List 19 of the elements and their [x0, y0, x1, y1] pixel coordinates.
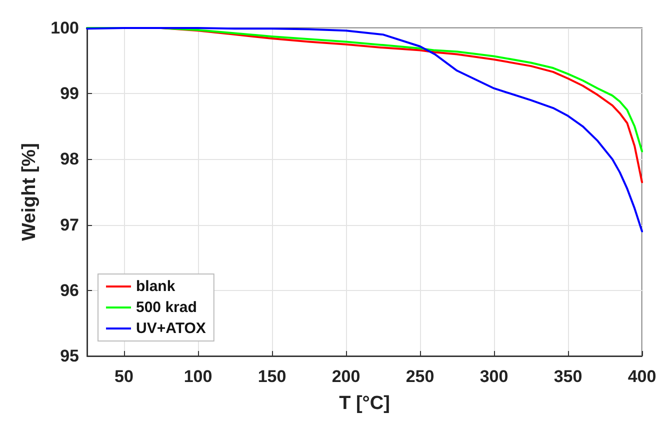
x-tick-label: 50: [114, 367, 134, 386]
y-tick-label: 97: [60, 215, 79, 234]
y-tick-label: 98: [60, 150, 79, 169]
y-tick-label: 95: [60, 346, 79, 366]
legend-label: blank: [136, 278, 176, 295]
legend-label: 500 krad: [136, 299, 197, 316]
y-tick-label: 96: [60, 280, 79, 300]
y-axis-title: Weight [%]: [19, 143, 40, 241]
x-tick-label: 200: [332, 367, 360, 386]
x-axis-title: T [°C]: [339, 393, 390, 414]
x-tick-label: 100: [184, 367, 212, 386]
legend-label: UV+ATOX: [136, 320, 206, 337]
x-tick-label: 400: [628, 367, 656, 386]
x-tick-label: 350: [554, 367, 582, 386]
y-tick-label: 100: [50, 18, 79, 38]
x-tick-label: 250: [406, 367, 434, 386]
x-tick-label: 300: [480, 367, 508, 386]
x-tick-label: 150: [258, 367, 286, 386]
y-tick-label: 99: [60, 84, 79, 104]
